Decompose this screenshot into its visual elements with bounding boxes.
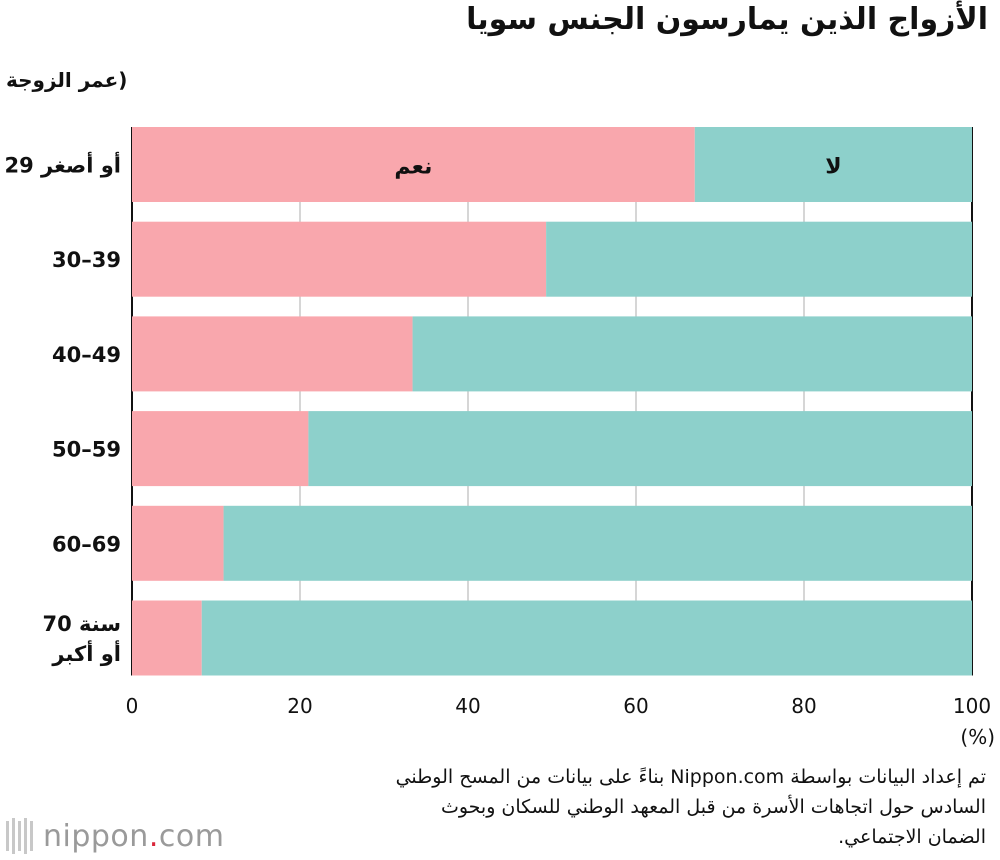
bar-segment — [694, 127, 972, 202]
category-label: أو أكبر — [51, 639, 121, 666]
category-label: 30–39 — [52, 248, 121, 272]
logo-wordmark: nippon.com — [43, 818, 225, 854]
x-tick-label: 20 — [287, 694, 312, 718]
bar-segment — [132, 505, 224, 581]
source-line: الضمان الاجتماعي. — [838, 826, 986, 848]
source-line: تم إعداد البيانات بواسطة Nippon.com بناء… — [395, 766, 986, 788]
category-label: 29 أو أصغر — [4, 151, 121, 178]
x-tick-label: 80 — [791, 694, 816, 718]
bar-segment — [546, 221, 972, 297]
bar-segment — [412, 316, 972, 392]
bars — [132, 127, 973, 676]
series-labels: نعم لا — [394, 155, 841, 180]
category-label: 60–69 — [52, 532, 121, 556]
x-ticks: 0 20 40 60 80 100 — [126, 694, 991, 718]
series-label: لا — [825, 155, 841, 180]
x-tick-label: 100 — [953, 694, 991, 718]
bar-segment — [132, 600, 202, 676]
x-tick-label: 0 — [126, 694, 139, 718]
logo-mark-icon — [6, 818, 33, 854]
bar-segment — [132, 316, 413, 392]
grid-lines — [131, 127, 973, 676]
source-line: السادس حول اتجاهات الأسرة من قبل المعهد … — [440, 796, 986, 818]
nippon-logo: nippon.com — [6, 816, 224, 856]
category-label: 50–59 — [52, 438, 121, 462]
category-labels: 29 أو أصغر 30–39 40–49 50–59 60–69 70 سنة أو أ… — [4, 151, 121, 667]
series-label: نعم — [394, 155, 432, 180]
x-tick-label: 40 — [455, 694, 480, 718]
x-axis-unit: (%) — [960, 725, 995, 749]
bar-segment — [132, 221, 547, 297]
bar-segment — [132, 127, 695, 202]
chart-title: الأزواج الذين يمارسون الجنس سويا — [466, 2, 988, 37]
bar-segment — [132, 411, 309, 487]
source-note: تم إعداد البيانات بواسطة Nippon.com بناء… — [226, 762, 986, 852]
bar-segment — [308, 411, 972, 487]
category-label: 70 سنة — [42, 612, 121, 636]
x-tick-label: 60 — [623, 694, 648, 718]
bar-segment — [201, 600, 973, 676]
category-label: 40–49 — [52, 343, 121, 367]
bar-chart: 0 20 40 60 80 100 29 أو أصغر 30–39 40–49 50–59 60… — [4, 127, 995, 749]
bar-segment — [223, 505, 972, 581]
y-axis-caption: (عمر الزوجة — [6, 68, 128, 92]
